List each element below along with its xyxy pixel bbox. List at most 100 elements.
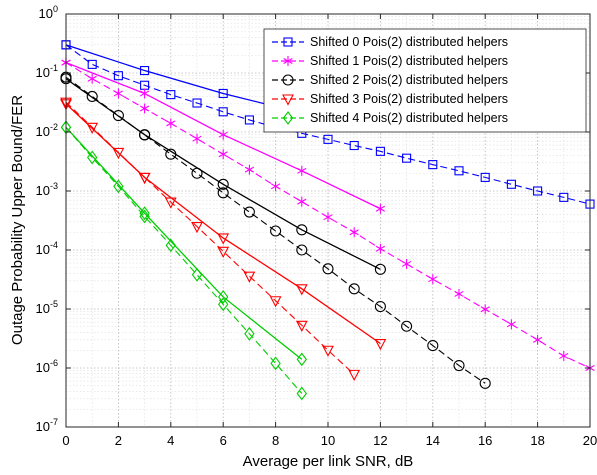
data-point-marker: [295, 320, 308, 332]
data-point-marker: [322, 263, 334, 275]
data-point-marker: [348, 369, 361, 382]
data-point-marker: [243, 206, 255, 218]
legend: Shifted 0 Pois(2) distributed helpers Shi…: [263, 28, 587, 133]
y-tick-label: 10-4: [36, 240, 58, 257]
data-point-marker: [296, 386, 307, 401]
legend-entry-label: Shifted 2 Pois(2) distributed helpers: [310, 73, 508, 87]
data-point-marker: [113, 179, 124, 194]
data-point-marker: [191, 267, 203, 282]
bound-point-marker: [374, 263, 386, 275]
y-tick-label: 10-5: [36, 299, 58, 316]
bound-point-marker: [217, 178, 229, 190]
data-point-marker: [532, 334, 543, 345]
bound-point-marker: [374, 338, 387, 351]
bound-point-marker: [218, 129, 228, 140]
legend-entry-label: Shifted 3 Pois(2) distributed helpers: [310, 92, 508, 106]
data-point-marker: [296, 244, 308, 256]
legend-marker: [282, 74, 294, 86]
y-axis-label: Outage Probability Upper Bound/FER: [9, 95, 26, 345]
data-point-marker: [479, 377, 491, 389]
x-tick-label: 2: [115, 433, 122, 448]
data-point-marker: [87, 59, 97, 69]
bound-point-marker: [375, 203, 386, 214]
data-point-marker: [506, 319, 517, 330]
grid: [66, 14, 590, 427]
legend-entry-label: Shifted 4 Pois(2) distributed helpers: [310, 111, 508, 125]
data-point-marker: [374, 301, 386, 313]
data-point-marker: [297, 196, 307, 207]
y-tick-label: 10-6: [36, 358, 58, 375]
data-point-marker: [86, 90, 98, 103]
data-point-marker: [166, 90, 176, 100]
data-point-marker: [348, 283, 360, 295]
data-point-marker: [166, 118, 176, 129]
data-point-marker: [244, 326, 255, 341]
bound-point-marker: [296, 352, 307, 367]
data-point-marker: [375, 243, 386, 254]
data-point-marker: [139, 129, 151, 141]
data-point-marker: [218, 149, 228, 160]
data-point-marker: [480, 304, 490, 315]
x-tick-label: 0: [62, 433, 69, 448]
bound-point-marker: [295, 284, 308, 296]
legend-box: [263, 28, 587, 133]
data-point-marker: [270, 356, 281, 371]
x-tick-label: 6: [220, 433, 227, 448]
data-point-marker: [191, 221, 203, 234]
series-3: [60, 97, 387, 382]
bound-point-marker: [139, 88, 150, 99]
data-point-marker: [86, 122, 99, 135]
data-point-marker: [112, 147, 125, 160]
data-point-marker: [165, 238, 176, 253]
data-point-marker: [217, 187, 229, 199]
bound-point-marker: [218, 88, 228, 99]
bound-point-marker: [139, 206, 150, 221]
series-bound-line: [65, 126, 303, 360]
data-point-marker: [349, 140, 359, 151]
legend-entry-label: Shifted 1 Pois(2) distributed helpers: [310, 54, 508, 68]
series-bound-line: [65, 78, 381, 270]
x-tick-label: 20: [583, 433, 597, 448]
series-simulation-line: [65, 62, 591, 369]
data-point-marker: [322, 345, 334, 357]
y-axis-ticks: 100 10-1 10-2 10-3 10-4 10-5 10-6 10-7: [36, 4, 590, 434]
data-point-marker: [138, 172, 151, 185]
data-point-marker: [269, 296, 282, 308]
bound-point-marker: [297, 165, 307, 176]
data-point-marker: [192, 133, 202, 144]
x-tick-label: 14: [426, 433, 440, 448]
x-tick-label: 10: [321, 433, 335, 448]
data-point-marker: [243, 271, 256, 283]
series-simulation-line: [65, 76, 486, 384]
data-point-marker: [218, 297, 229, 312]
legend-marker: [283, 56, 293, 66]
x-axis-ticks: 0 2 4 6 8 10 12 14 16 18 20: [62, 14, 597, 448]
data-point-marker: [270, 225, 282, 237]
y-tick-label: 10-2: [36, 122, 58, 139]
data-point-marker: [165, 148, 177, 160]
data-point-marker: [480, 172, 490, 182]
series-simulation-line: [65, 44, 591, 205]
series-1: [61, 57, 595, 373]
data-point-marker: [139, 209, 150, 224]
data-point-marker: [428, 274, 438, 285]
data-point-marker: [559, 350, 569, 361]
data-point-marker: [402, 153, 412, 163]
legend-marker: [283, 37, 293, 47]
x-tick-label: 18: [530, 433, 544, 448]
data-point-marker: [401, 258, 412, 269]
data-point-marker: [533, 186, 543, 196]
bound-point-marker: [140, 66, 150, 76]
data-point-marker: [559, 192, 569, 202]
y-tick-label: 100: [39, 4, 58, 21]
data-point-marker: [244, 164, 255, 175]
data-point-marker: [427, 340, 439, 352]
series-simulation-line: [65, 126, 303, 394]
data-point-marker: [454, 166, 464, 176]
data-point-marker: [218, 107, 228, 117]
data-point-marker: [270, 181, 281, 192]
data-point-marker: [506, 179, 516, 189]
data-point-marker: [401, 320, 413, 332]
x-tick-label: 4: [167, 433, 174, 448]
